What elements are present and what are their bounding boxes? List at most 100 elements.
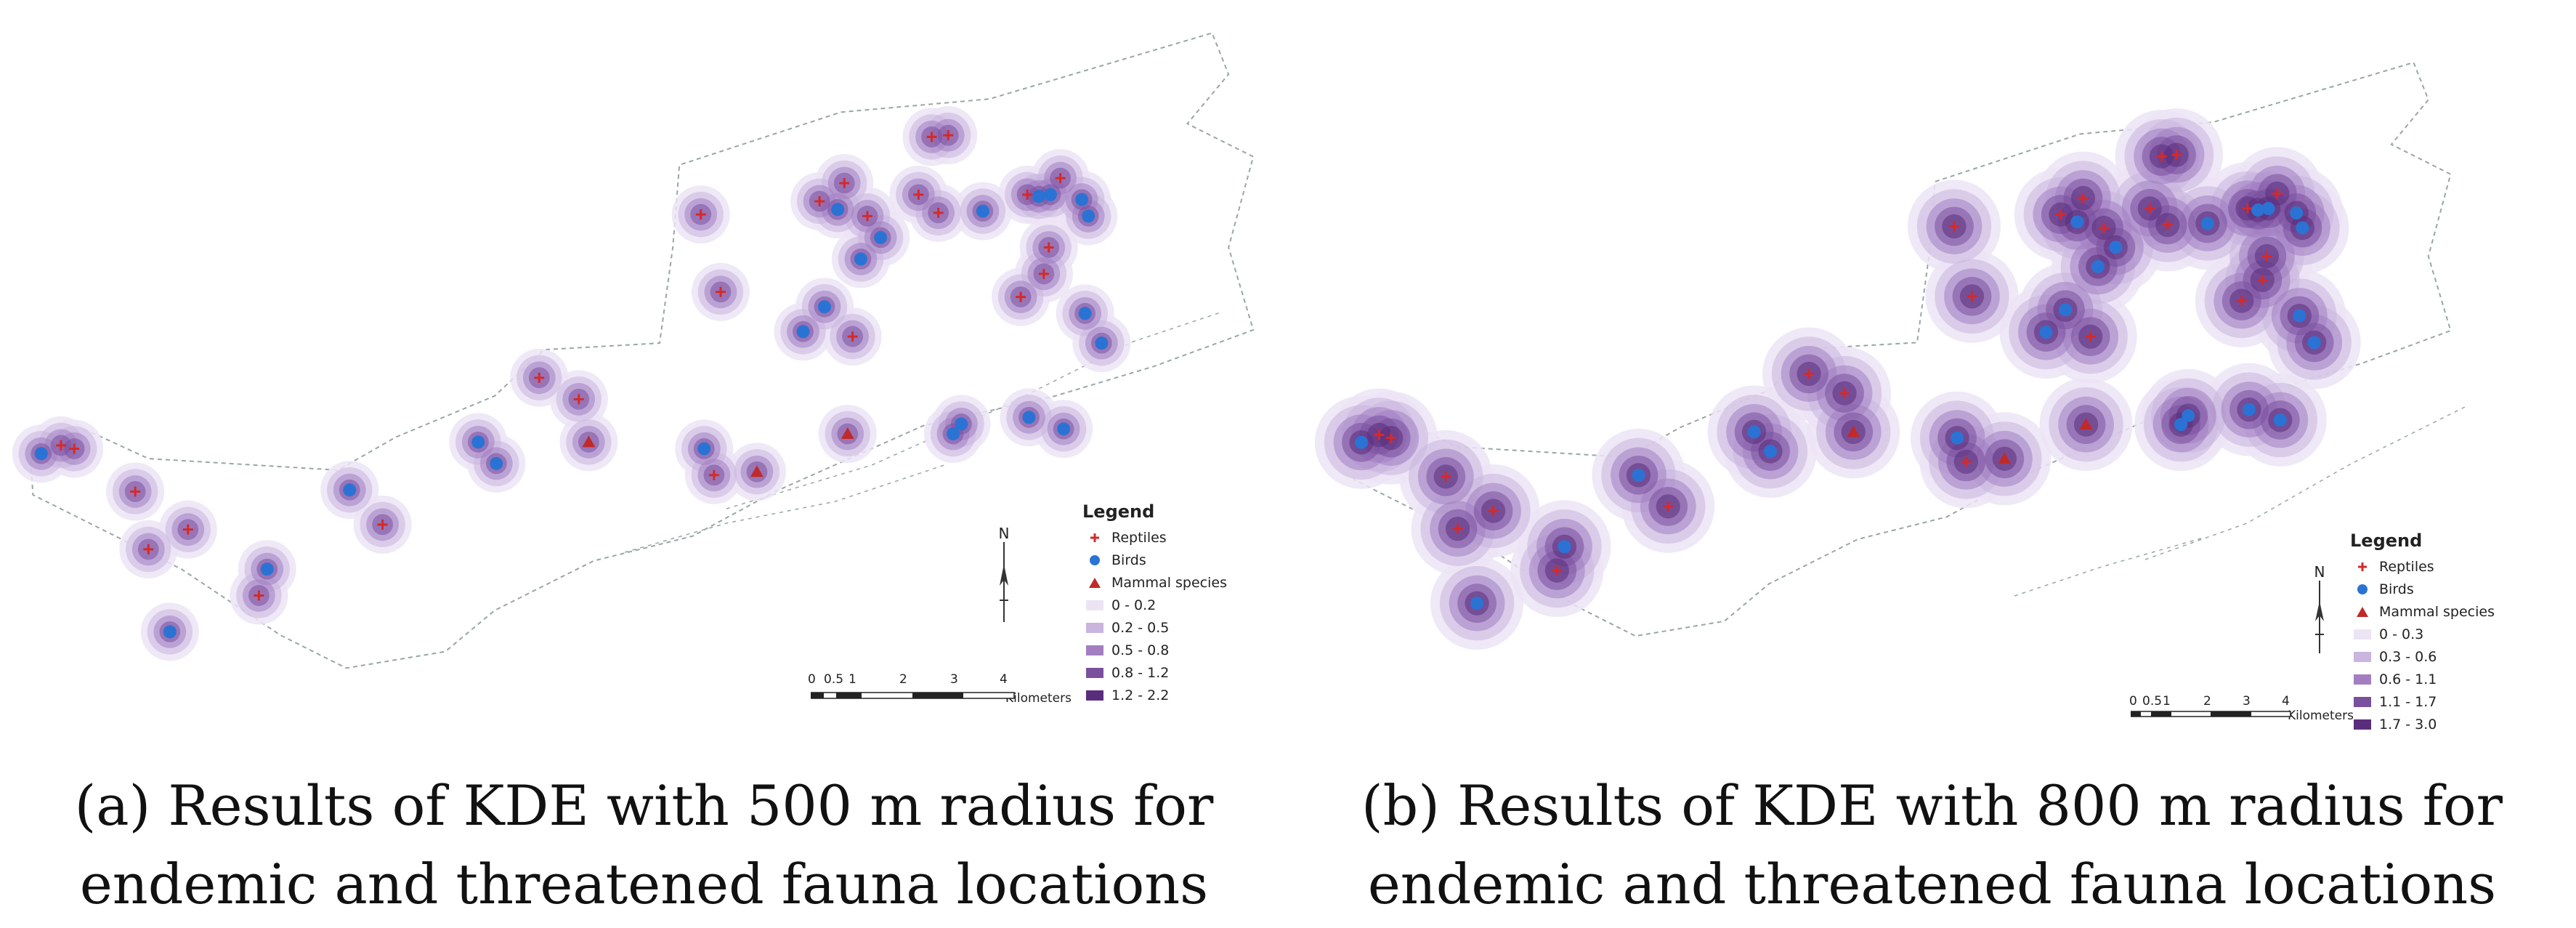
bird-marker — [1747, 425, 1761, 439]
drainage-line — [2014, 537, 2204, 597]
legend-label: Mammal species — [1111, 574, 1227, 591]
reptile-marker — [2261, 251, 2272, 262]
north-arrow-icon — [1000, 542, 1008, 622]
bird-marker — [2242, 403, 2256, 416]
reptile-marker — [1967, 291, 1977, 302]
density-swatch — [1086, 690, 1103, 701]
bird-marker — [2290, 206, 2304, 220]
bird-marker — [490, 456, 503, 470]
reptile-marker — [1552, 565, 1563, 576]
reptile-marker — [1043, 242, 1054, 253]
reptile-marker — [2171, 150, 2182, 161]
density-swatch — [1086, 645, 1103, 655]
reptile-marker — [1961, 456, 1972, 467]
reptile-marker — [1022, 189, 1033, 200]
scale-tick-label: 0 — [2129, 694, 2137, 709]
legend-label: Birds — [1111, 552, 1146, 568]
legend-label: 0.6 - 1.1 — [2379, 671, 2437, 687]
reptile-marker — [69, 443, 80, 454]
scale-bar: 0 0.5 1 2 3 4 Kilometers — [2123, 694, 2354, 723]
reptile-marker — [2099, 222, 2110, 233]
legend-a: Legend Reptiles Birds Mammal species 0 -… — [1082, 501, 1227, 706]
bird-marker — [854, 252, 867, 266]
bird-marker — [260, 562, 274, 576]
reptile-marker — [2156, 151, 2167, 162]
legend-label: 0.2 - 0.5 — [1111, 619, 1170, 636]
bird-marker — [976, 204, 989, 218]
legend-mammals: Mammal species — [2350, 600, 2495, 623]
caption-line-1: (b) Results of KDE with 800 m radius for — [1361, 773, 2503, 838]
reptile-marker — [1016, 291, 1026, 302]
legend-label: Mammal species — [2379, 603, 2495, 620]
scale-bar: 0 0.5 1 2 3 4 Kilometers — [799, 672, 1090, 706]
bird-marker — [2293, 309, 2306, 323]
reptile-marker — [933, 207, 944, 218]
reptile-marker — [1055, 173, 1066, 184]
legend-label: 0.8 - 1.2 — [1111, 664, 1170, 681]
scale-bar-graphic — [2131, 711, 2291, 717]
study-area-boundary — [28, 32, 1255, 669]
caption-line-1: (a) Results of KDE with 500 m radius for — [74, 773, 1214, 838]
scale-tick-label: 4 — [1000, 672, 1008, 687]
scale-tick-label: 3 — [950, 672, 958, 687]
bird-marker — [2174, 418, 2188, 432]
bird-marker — [2251, 203, 2265, 217]
north-arrow-icon — [2315, 581, 2324, 653]
reptile-cross-icon — [2350, 559, 2375, 575]
drainage-line — [624, 464, 945, 553]
legend-reptiles: Reptiles — [1082, 526, 1227, 549]
bird-marker — [2307, 336, 2321, 350]
bird-marker — [2109, 241, 2123, 254]
scale-tick-label: 1 — [2163, 694, 2171, 709]
occurrence-markers — [34, 130, 1109, 639]
legend-class-5: 1.2 - 2.2 — [1082, 684, 1227, 706]
legend-birds: Birds — [2350, 578, 2495, 600]
reptile-marker — [715, 286, 726, 297]
legend-label: 0.5 - 0.8 — [1111, 642, 1170, 658]
bird-marker — [2261, 201, 2275, 215]
legend-label: Birds — [2379, 581, 2414, 597]
density-swatch — [2354, 719, 2371, 730]
density-swatch — [2354, 651, 2371, 662]
drainage-line — [726, 312, 1221, 509]
density-layer — [1315, 108, 2361, 650]
density-swatch — [1086, 667, 1103, 678]
kde-map-500m — [12, 32, 1255, 669]
density-swatch — [1086, 600, 1103, 610]
reptile-marker — [708, 469, 719, 480]
reptile-marker — [2085, 331, 2096, 342]
reptile-marker — [695, 209, 706, 220]
legend-class-4: 1.1 - 1.7 — [2350, 690, 2495, 713]
legend-label: 1.7 - 3.0 — [2379, 716, 2437, 733]
legend-class-2: 0.3 - 0.6 — [2350, 645, 2495, 668]
reptile-marker — [182, 524, 193, 535]
reptile-marker — [2236, 296, 2247, 306]
bird-marker — [343, 483, 357, 497]
reptile-marker — [2055, 209, 2066, 220]
reptile-marker — [2242, 203, 2253, 214]
density-swatch — [2354, 629, 2371, 639]
mammal-marker — [1847, 425, 1860, 437]
reptile-marker — [377, 519, 388, 530]
scale-tick-label: 0 — [808, 672, 816, 687]
reptile-marker — [130, 486, 141, 497]
bird-marker — [1022, 411, 1036, 424]
scale-bar-graphic — [811, 692, 1015, 699]
reptile-marker — [926, 132, 937, 142]
legend-mammals: Mammal species — [1082, 571, 1227, 594]
reptile-marker — [1452, 523, 1463, 534]
bird-marker — [947, 427, 960, 441]
legend-label: Reptiles — [1111, 529, 1167, 546]
bird-marker — [874, 230, 888, 244]
mammal-marker — [1998, 452, 2012, 464]
bird-marker — [1057, 422, 1071, 436]
bird-marker — [34, 447, 48, 461]
mammal-triangle-icon — [2350, 604, 2375, 620]
bird-marker — [2059, 303, 2072, 317]
panel-a: N Legend Reptiles Birds Mammal species 0… — [12, 32, 1255, 916]
scale-tick-label: 0.5 — [2142, 694, 2163, 709]
occurrence-markers — [1355, 150, 2321, 610]
legend-label: Reptiles — [2379, 558, 2434, 575]
reptile-marker — [847, 331, 858, 342]
bird-marker — [2070, 215, 2084, 229]
